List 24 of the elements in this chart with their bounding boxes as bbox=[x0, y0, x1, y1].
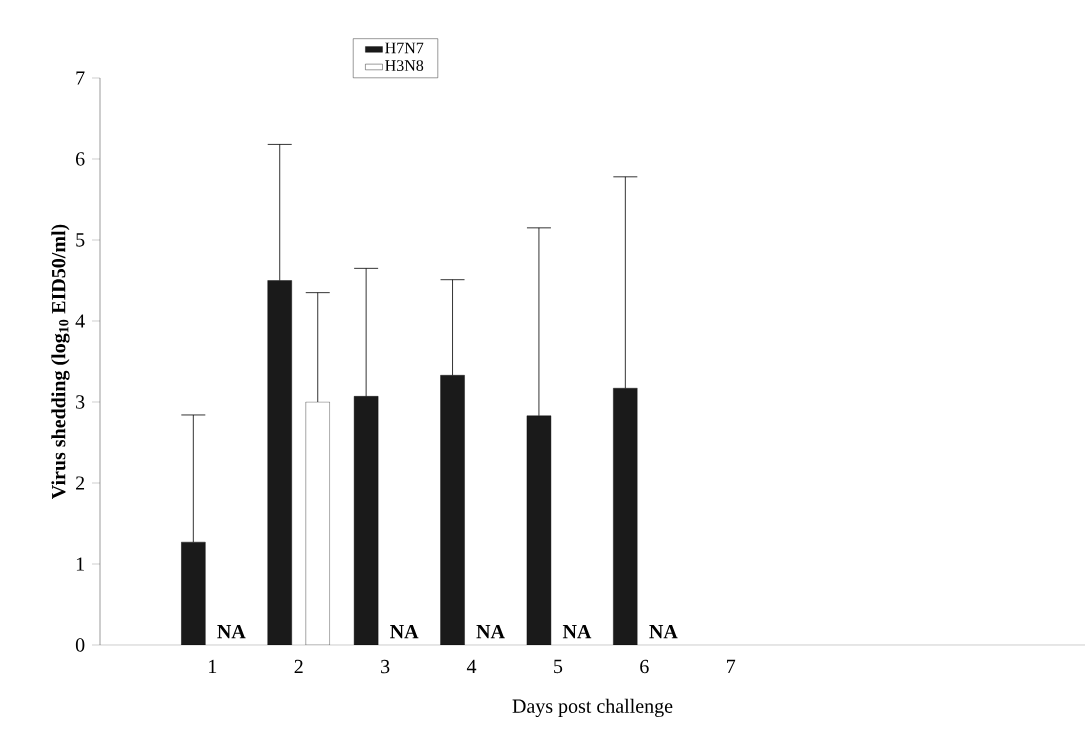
x-tick-label: 5 bbox=[554, 659, 563, 674]
y-tick-label: 4 bbox=[75, 314, 85, 328]
annotation: NA bbox=[476, 624, 505, 639]
y-tick-label: 0 bbox=[75, 638, 85, 652]
x-tick-label: 7 bbox=[727, 659, 736, 673]
annotation: NA bbox=[562, 624, 592, 639]
y-tick-label: 7 bbox=[76, 71, 85, 85]
y-tick-label: 3 bbox=[76, 395, 85, 409]
x-tick-label: 1 bbox=[209, 659, 217, 674]
y-tick-label: 6 bbox=[76, 152, 85, 166]
annotation: NA bbox=[649, 624, 678, 639]
legend-label: H7N7 bbox=[385, 42, 424, 54]
x-tick-label: 4 bbox=[466, 659, 477, 674]
x-axis-title: Days post challenge bbox=[512, 698, 673, 718]
x-tick-label: 2 bbox=[294, 659, 303, 674]
x-tick-label: 3 bbox=[381, 659, 390, 674]
y-tick-label: 5 bbox=[76, 233, 85, 247]
y-axis-title: Virus shedding (log$_{10}$ EID50/ml) bbox=[51, 224, 70, 500]
legend-label: H3N8 bbox=[385, 60, 424, 71]
annotation: NA bbox=[217, 624, 246, 639]
annotation: NA bbox=[390, 624, 419, 639]
x-tick-label: 6 bbox=[640, 659, 649, 674]
y-tick-label: 2 bbox=[76, 476, 85, 490]
y-tick-label: 1 bbox=[76, 557, 84, 571]
